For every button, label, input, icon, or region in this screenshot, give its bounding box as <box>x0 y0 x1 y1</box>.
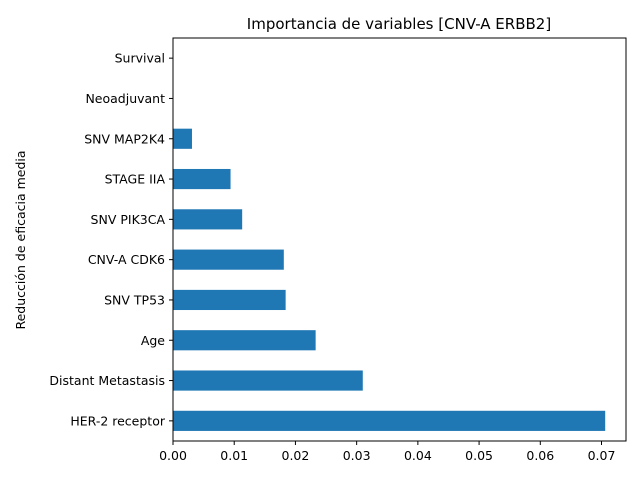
y-tick-label: SNV TP53 <box>104 292 165 307</box>
x-tick-label: 0.02 <box>282 448 310 463</box>
x-tick-label: 0.07 <box>588 448 616 463</box>
x-tick-label: 0.04 <box>404 448 432 463</box>
x-tick-label: 0.03 <box>343 448 371 463</box>
bar <box>173 128 192 149</box>
x-tick-label: 0.06 <box>526 448 554 463</box>
y-tick-label: Distant Metastasis <box>49 373 165 388</box>
y-tick-label: Neoadjuvant <box>85 91 165 106</box>
y-tick-label: SNV MAP2K4 <box>84 131 165 146</box>
bar <box>173 289 286 311</box>
x-tick-label: 0.05 <box>465 448 493 463</box>
axes-frame <box>172 37 627 442</box>
bars-group <box>173 128 606 431</box>
x-axis-ticks: 0.00 0.01 0.02 0.03 0.04 0.05 0.06 0.07 <box>159 441 615 463</box>
x-tick-label: 0.00 <box>159 448 187 463</box>
bar <box>173 168 231 190</box>
y-tick-label: HER-2 receptor <box>70 413 166 428</box>
y-tick-label: STAGE IIA <box>105 172 166 187</box>
chart-title: Importancia de variables [CNV-A ERBB2] <box>247 15 551 33</box>
y-axis-ticks: HER-2 receptor Distant Metastasis Age SNV T… <box>49 51 173 428</box>
y-tick-label: CNV-A CDK6 <box>88 252 165 267</box>
bar <box>173 330 316 351</box>
plot-frame <box>172 37 627 442</box>
y-tick-label: Survival <box>115 51 165 66</box>
bar <box>173 410 606 431</box>
y-tick-label: Age <box>141 333 165 348</box>
bar <box>173 249 284 270</box>
bar <box>173 209 243 230</box>
bar <box>173 370 363 391</box>
x-tick-label: 0.01 <box>220 448 248 463</box>
y-axis-label: Reducción de eficacia media <box>13 150 28 329</box>
y-tick-label: SNV PIK3CA <box>91 212 166 227</box>
